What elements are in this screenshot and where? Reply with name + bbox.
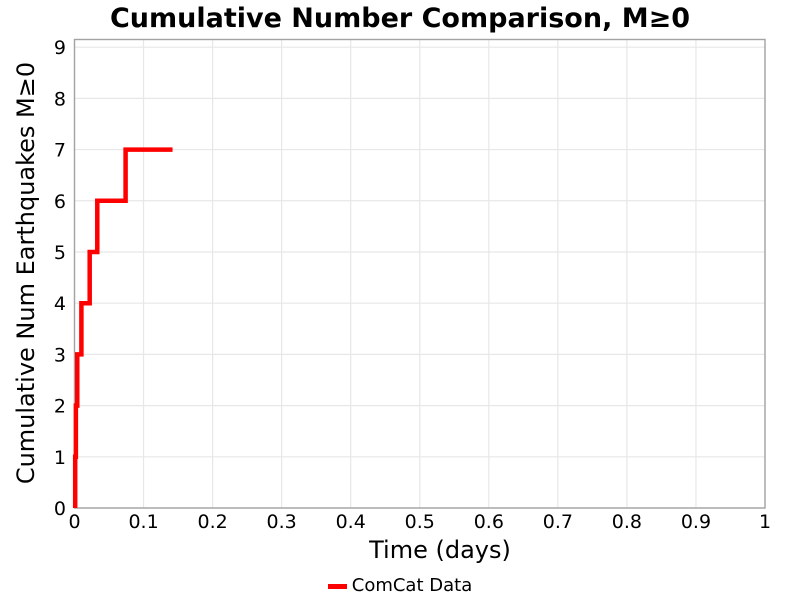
comcat-line-swatch <box>327 583 347 589</box>
y-tick-label: 1 <box>54 447 66 469</box>
y-tick-label: 7 <box>54 140 66 162</box>
y-tick-label: 2 <box>54 396 66 418</box>
x-tick-label: 1 <box>759 511 771 533</box>
x-tick-label: 0.7 <box>543 511 573 533</box>
legend: ComCat Data <box>0 574 800 598</box>
chart-title: Cumulative Number Comparison, M≥0 <box>109 3 691 34</box>
x-tick-label: 0.3 <box>267 511 297 533</box>
x-axis-label: Time (days) <box>0 536 800 564</box>
legend-label-comcat: ComCat Data <box>351 575 473 596</box>
y-tick-label: 5 <box>54 242 66 264</box>
y-axis-label: Cumulative Num Earthquakes M≥0 <box>12 61 40 485</box>
y-tick-label: 6 <box>54 191 66 213</box>
y-tick-label: 9 <box>54 37 66 59</box>
x-tick-label: 0 <box>68 511 80 533</box>
comcat-step-line <box>72 147 173 508</box>
x-tick-label: 0.9 <box>681 511 711 533</box>
x-axis-label-text: Time (days) <box>369 536 511 564</box>
y-tick-label: 8 <box>54 88 66 110</box>
axes-spines <box>73 38 766 509</box>
y-tick-label: 4 <box>54 293 66 315</box>
x-tick-label: 0.2 <box>197 511 227 533</box>
x-tick-label: 0.8 <box>612 511 642 533</box>
y-tick-label: 0 <box>54 498 66 520</box>
x-tick-label: 0.6 <box>474 511 504 533</box>
x-tick-label: 0.1 <box>128 511 158 533</box>
x-tick-label: 0.4 <box>336 511 366 533</box>
x-tick-label: 0.5 <box>405 511 435 533</box>
y-tick-label: 3 <box>54 344 66 366</box>
